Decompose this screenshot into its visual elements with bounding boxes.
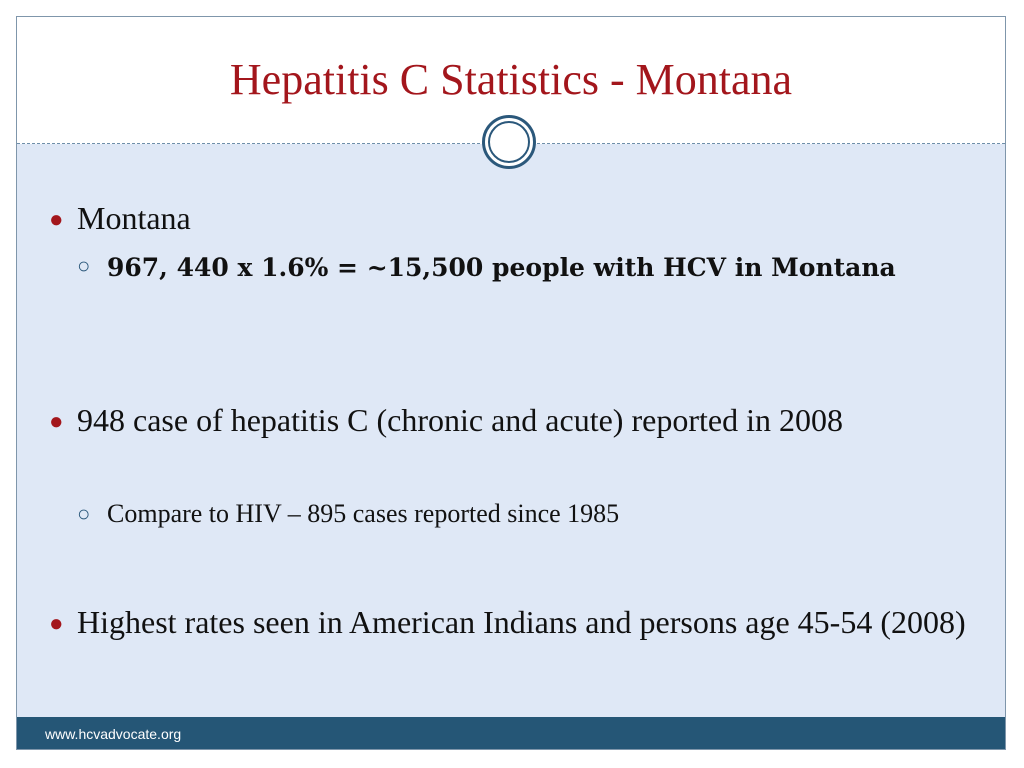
bullet-dot-icon: ● xyxy=(49,207,64,233)
bullet-circle-icon: ○ xyxy=(77,501,91,526)
content-area: ● Montana ○ 967, 440 x 1.6% = ~15,500 pe… xyxy=(17,144,1005,718)
bullet-circle-icon: ○ xyxy=(77,253,91,278)
circle-ornament-icon xyxy=(482,115,536,169)
bullet-2-text: 948 case of hepatitis C (chronic and acu… xyxy=(77,402,843,438)
bullet-2: ● 948 case of hepatitis C (chronic and a… xyxy=(47,400,977,440)
bullet-3-text: Highest rates seen in American Indians a… xyxy=(77,604,966,640)
bullet-1-text: Montana xyxy=(77,200,191,236)
slide-title: Hepatitis C Statistics - Montana xyxy=(229,55,793,104)
sub-bullet-1-1-text: 967, 440 x 1.6% = ~15,500 people with HC… xyxy=(107,253,896,282)
bullet-3: ● Highest rates seen in American Indians… xyxy=(47,602,977,642)
sub-bullet-2-1: ○ Compare to HIV – 895 cases reported si… xyxy=(77,496,927,532)
bullet-1: ● Montana xyxy=(47,198,977,238)
sub-bullet-1-1: ○ 967, 440 x 1.6% = ~15,500 people with … xyxy=(77,248,927,288)
footer-url: www.hcvadvocate.org xyxy=(45,726,182,742)
slide: Hepatitis C Statistics - Montana ● Monta… xyxy=(16,16,1006,750)
footer-bar: www.hcvadvocate.org xyxy=(17,717,1005,749)
bullet-dot-icon: ● xyxy=(49,611,64,637)
sub-bullet-2-1-text: Compare to HIV – 895 cases reported sinc… xyxy=(107,499,620,528)
bullet-dot-icon: ● xyxy=(49,409,64,435)
